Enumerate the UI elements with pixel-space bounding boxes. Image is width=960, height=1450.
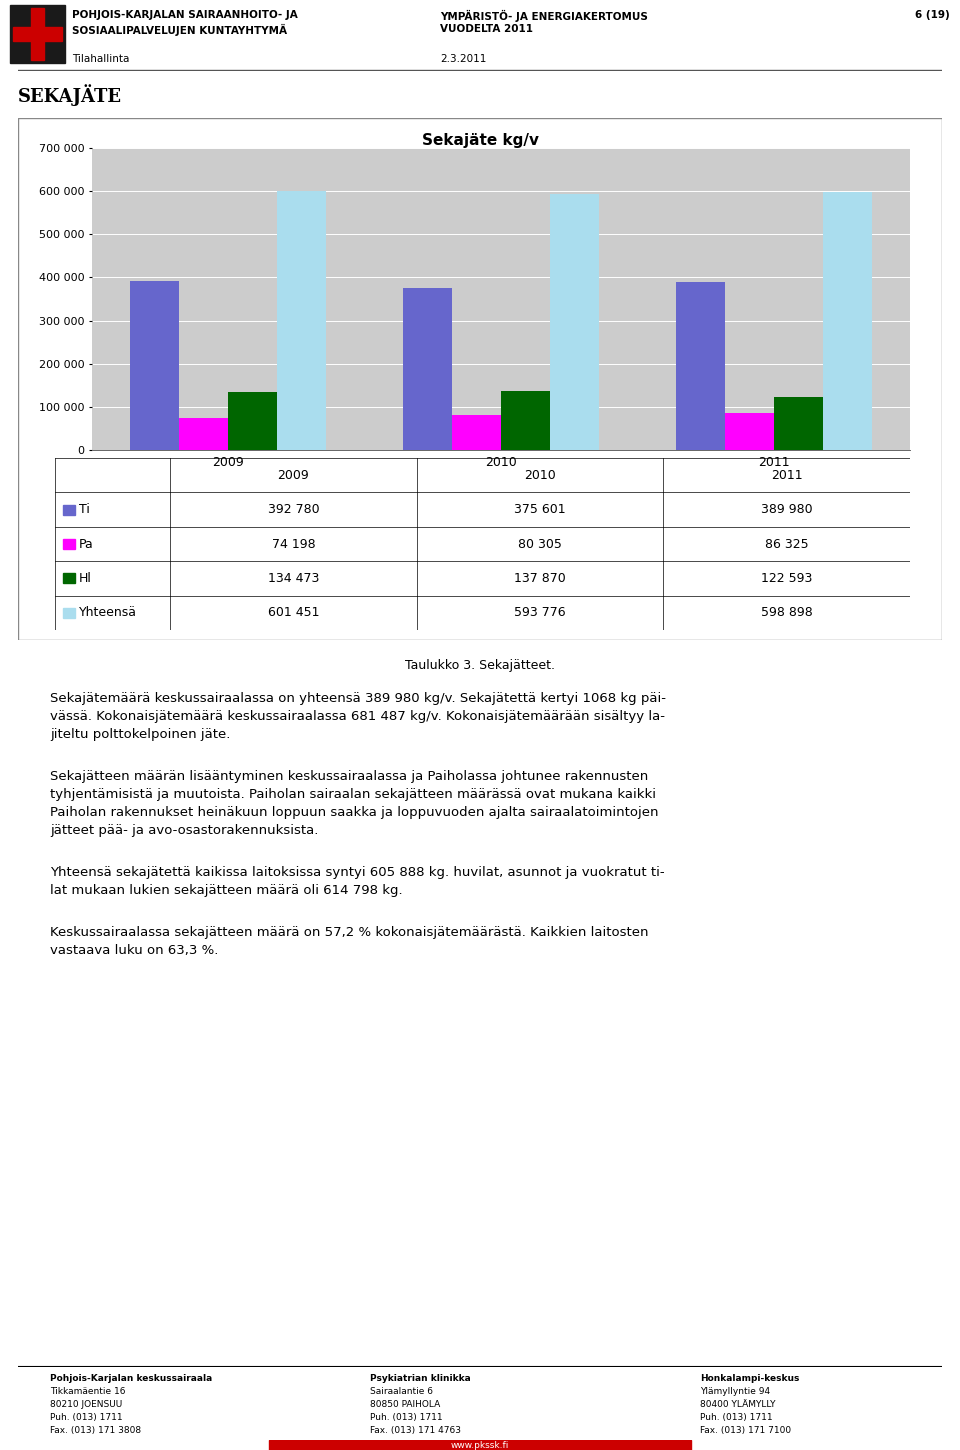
Text: www.pkssk.fi: www.pkssk.fi [451,1440,509,1450]
Bar [63,539,75,550]
Text: jiteltu polttokelpoinen jäte.: jiteltu polttokelpoinen jäte. [50,728,230,741]
Bar [550,194,599,450]
Text: Puh. (013) 1711: Puh. (013) 1711 [50,1412,123,1422]
Bar [725,413,774,450]
Text: SOSIAALIPALVELUJEN KUNTAYHTYMÄ: SOSIAALIPALVELUJEN KUNTAYHTYMÄ [72,25,287,36]
Bar [63,505,75,515]
Text: Pohjois-Karjalan keskussairaala: Pohjois-Karjalan keskussairaala [50,1375,212,1383]
Text: Tikkamäentie 16: Tikkamäentie 16 [50,1388,126,1396]
Text: Sekajätteen määrän lisääntyminen keskussairaalassa ja Paiholassa johtunee rakenn: Sekajätteen määrän lisääntyminen keskuss… [50,770,648,783]
Text: 137 870: 137 870 [515,571,565,584]
Bar [269,1440,691,1450]
Text: Taulukko 3. Sekajätteet.: Taulukko 3. Sekajätteet. [405,660,555,673]
Bar [180,418,228,450]
Text: VUODELTA 2011: VUODELTA 2011 [440,25,533,33]
Text: YMPÄRISTÖ- JA ENERGIAKERTOMUS: YMPÄRISTÖ- JA ENERGIAKERTOMUS [440,10,648,22]
Text: jätteet pää- ja avo-osastorakennuksista.: jätteet pää- ja avo-osastorakennuksista. [50,824,319,837]
Text: Sairaalantie 6: Sairaalantie 6 [370,1388,433,1396]
Bar [452,415,501,450]
Text: 598 898: 598 898 [760,606,812,619]
Text: Fax. (013) 171 3808: Fax. (013) 171 3808 [50,1425,141,1436]
Text: lat mukaan lukien sekajätteen määrä oli 614 798 kg.: lat mukaan lukien sekajätteen määrä oli … [50,884,402,898]
Text: Honkalampi-keskus: Honkalampi-keskus [700,1375,800,1383]
Bar [228,392,277,450]
Text: 80 305: 80 305 [518,538,562,551]
Text: 122 593: 122 593 [761,571,812,584]
Text: 2011: 2011 [771,468,803,481]
Text: 6 (19): 6 (19) [915,10,950,20]
Text: 2.3.2011: 2.3.2011 [440,54,487,64]
Text: Hl: Hl [79,571,92,584]
Text: tyhjentämisistä ja muutoista. Paiholan sairaalan sekajätteen määrässä ovat mukan: tyhjentämisistä ja muutoista. Paiholan s… [50,787,656,800]
Bar [131,280,180,450]
Text: vässä. Kokonaisjätemäärä keskussairaalassa 681 487 kg/v. Kokonaisjätemäärään sis: vässä. Kokonaisjätemäärä keskussairaalas… [50,710,665,724]
Text: 86 325: 86 325 [765,538,808,551]
Text: 80850 PAIHOLA: 80850 PAIHOLA [370,1401,441,1409]
Bar [31,7,44,59]
Text: 134 473: 134 473 [268,571,319,584]
Bar [12,28,62,41]
Text: 593 776: 593 776 [515,606,565,619]
Text: 389 980: 389 980 [761,503,812,516]
Text: 80400 YLÄMYLLY: 80400 YLÄMYLLY [700,1401,776,1409]
Text: Pa: Pa [79,538,94,551]
Text: 392 780: 392 780 [268,503,319,516]
Text: 2009: 2009 [277,468,309,481]
Bar [676,281,725,450]
Text: Ylämyllyntie 94: Ylämyllyntie 94 [700,1388,770,1396]
Text: Yhteensä: Yhteensä [79,606,137,619]
Bar [10,4,65,62]
Text: 2010: 2010 [524,468,556,481]
Text: 601 451: 601 451 [268,606,319,619]
Text: Fax. (013) 171 4763: Fax. (013) 171 4763 [370,1425,461,1436]
Text: 375 601: 375 601 [515,503,565,516]
Text: Psykiatrian klinikka: Psykiatrian klinikka [370,1375,470,1383]
Text: Paiholan rakennukset heinäkuun loppuun saakka ja loppuvuoden ajalta sairaalatoim: Paiholan rakennukset heinäkuun loppuun s… [50,806,659,819]
Text: Sekajäte kg/v: Sekajäte kg/v [421,133,539,148]
Bar [774,397,823,450]
Bar [823,191,872,450]
Bar [63,573,75,583]
Text: Tilahallinta: Tilahallinta [72,54,130,64]
Text: 74 198: 74 198 [272,538,315,551]
Text: Keskussairaalassa sekajätteen määrä on 57,2 % kokonaisjätemäärästä. Kaikkien lai: Keskussairaalassa sekajätteen määrä on 5… [50,927,649,940]
Text: SEKAJÄTE: SEKAJÄTE [18,84,122,106]
Text: Puh. (013) 1711: Puh. (013) 1711 [700,1412,773,1422]
Text: POHJOIS-KARJALAN SAIRAANHOITO- JA: POHJOIS-KARJALAN SAIRAANHOITO- JA [72,10,298,20]
Text: Yhteensä sekajätettä kaikissa laitoksissa syntyi 605 888 kg. huvilat, asunnot ja: Yhteensä sekajätettä kaikissa laitoksiss… [50,866,664,879]
Bar [63,608,75,618]
Text: Ti: Ti [79,503,90,516]
Bar [277,190,326,450]
Text: vastaava luku on 63,3 %.: vastaava luku on 63,3 %. [50,944,218,957]
Text: Puh. (013) 1711: Puh. (013) 1711 [370,1412,443,1422]
Bar [501,390,550,450]
Text: Sekajätemäärä keskussairaalassa on yhteensä 389 980 kg/v. Sekajätettä kertyi 106: Sekajätemäärä keskussairaalassa on yhtee… [50,692,666,705]
Bar [403,289,452,450]
Text: Fax. (013) 171 7100: Fax. (013) 171 7100 [700,1425,791,1436]
Text: 80210 JOENSUU: 80210 JOENSUU [50,1401,122,1409]
